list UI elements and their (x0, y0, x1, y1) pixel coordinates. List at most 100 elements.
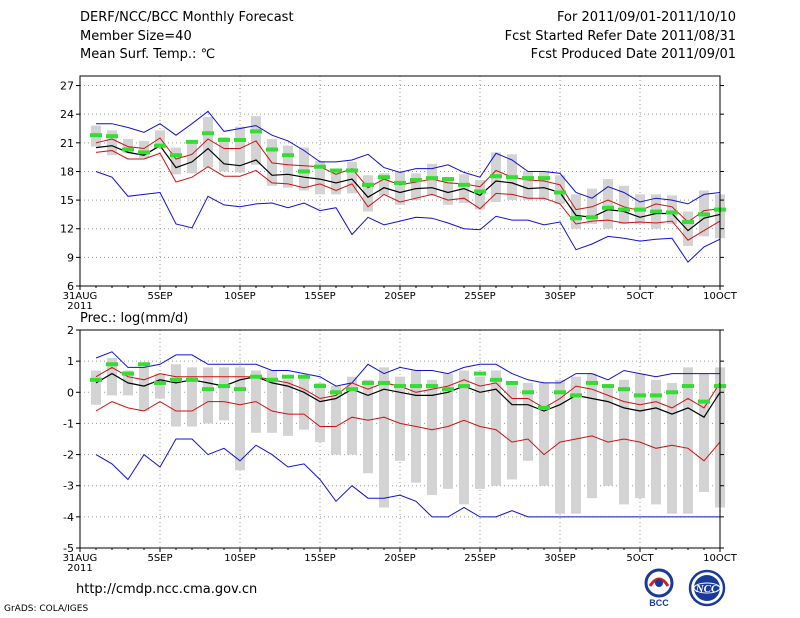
temperature-median-mark (570, 216, 582, 221)
precipitation-ensemble-box (459, 370, 469, 505)
temperature-median-mark (122, 147, 134, 152)
precipitation-ensemble-box (651, 379, 661, 505)
precipitation-ensemble-box (347, 376, 357, 455)
precipitation-ensemble-box (315, 382, 325, 443)
temperature-ensemble-box (203, 117, 213, 168)
temperature-ytick-label: 21 (60, 137, 74, 150)
temperature-ensemble-box (571, 194, 581, 229)
precipitation-xtick-label: 30SEP (544, 553, 575, 564)
temperature-median-mark (170, 153, 182, 158)
temperature-ensemble-box (139, 140, 149, 159)
precipitation-median-mark (90, 377, 102, 382)
forecast-start-label: Fcst Started Refer Date 2011/08/31 (504, 29, 736, 44)
temperature-median-mark (634, 207, 646, 212)
forecast-period-label: For 2011/09/01-2011/10/10 (557, 10, 736, 25)
precipitation-ensemble-box (523, 382, 533, 461)
temperature-median-mark (698, 212, 710, 217)
temperature-median-mark (378, 175, 390, 180)
precipitation-ensemble-box (91, 370, 101, 405)
precipitation-median-mark (474, 371, 486, 376)
precipitation-ensemble-box (379, 367, 389, 508)
precipitation-lower-line (95, 401, 721, 462)
precipitation-median-mark (298, 374, 310, 379)
precipitation-ytick-label: -2 (63, 449, 74, 462)
precipitation-median-mark (410, 384, 422, 389)
temperature-median-mark (266, 147, 278, 152)
precipitation-ytick-label: 1 (67, 355, 74, 368)
temperature-median-mark (362, 182, 374, 187)
temperature-ensemble-box (619, 185, 629, 224)
precipitation-ensemble-box (635, 373, 645, 499)
temperature-ensemble-box (539, 171, 549, 201)
source-url[interactable]: http://cmdp.ncc.cma.gov.cn (76, 582, 258, 597)
precipitation-ensemble-box (155, 373, 165, 399)
temperature-ensemble-box (379, 173, 389, 196)
precipitation-median-mark (378, 380, 390, 385)
temperature-ensemble-box (155, 130, 165, 148)
precipitation-ensemble-box (331, 386, 341, 455)
temperature-xtick-label: 15SEP (304, 291, 335, 302)
precipitation-ensemble-box (699, 373, 709, 492)
precipitation-median-mark (650, 393, 662, 398)
temperature-median-mark (218, 137, 230, 142)
temperature-ensemble-box (667, 195, 677, 224)
temperature-median-mark (442, 177, 454, 182)
precipitation-median-mark (666, 390, 678, 395)
temperature-ensemble-box (107, 130, 117, 156)
temperature-ytick-label: 12 (60, 223, 74, 236)
member-size-label: Member Size=40 (80, 29, 192, 44)
precipitation-ensemble-box (507, 382, 517, 480)
temperature-median-mark (394, 180, 406, 185)
grads-credit: GrADS: COLA/IGES (4, 604, 89, 614)
temperature-median-mark (154, 143, 166, 148)
temperature-median-mark (650, 209, 662, 214)
temperature-min-line (95, 171, 721, 263)
precipitation-median-mark (266, 377, 278, 382)
temperature-ytick-label: 27 (60, 80, 74, 93)
temperature-xtick-label: 10SEP (224, 291, 255, 302)
precipitation-median-mark (170, 377, 182, 382)
precip-axis-title: Prec.: log(mm/d) (80, 311, 188, 326)
precipitation-ensemble-box (107, 358, 117, 396)
precipitation-ytick-label: 0 (67, 386, 74, 399)
precipitation-median-mark (570, 393, 582, 398)
precipitation-ensemble-box (683, 367, 693, 514)
precipitation-ensemble-box (619, 379, 629, 505)
variable-label: Mean Surf. Temp.: ℃ (80, 47, 216, 62)
temperature-median-mark (250, 129, 262, 134)
temperature-lower-line (95, 149, 721, 241)
temperature-median-mark (314, 164, 326, 169)
temperature-median-mark (106, 134, 118, 139)
temperature-median-mark (138, 150, 150, 155)
precipitation-median-mark (314, 384, 326, 389)
temperature-median-mark (346, 168, 358, 173)
temperature-ensemble-box (235, 126, 245, 173)
precipitation-ensemble-box (235, 367, 245, 471)
precipitation-ensemble-box (363, 379, 373, 474)
precipitation-xtick-label: 31AUG (63, 553, 98, 564)
precipitation-xtick-label: 10OCT (703, 553, 738, 564)
temperature-xtick-label: 30SEP (544, 291, 575, 302)
precipitation-median-mark (538, 405, 550, 410)
precipitation-max-line (95, 351, 720, 387)
temperature-ensemble-box (347, 161, 357, 194)
temperature-ytick-label: 9 (67, 251, 74, 264)
temperature-ensemble-box (555, 175, 565, 204)
bcc-logo-text: BCC (649, 598, 669, 608)
temperature-median-mark (522, 176, 534, 181)
temperature-median-mark (410, 178, 422, 183)
temperature-ensemble-box (683, 211, 693, 246)
temperature-xtick-label: 10OCT (703, 291, 738, 302)
temperature-median-mark (506, 175, 518, 180)
temperature-ensemble-box (603, 179, 613, 229)
precipitation-xtick-label: 10SEP (224, 553, 255, 564)
precipitation-median-mark (554, 390, 566, 395)
precipitation-ensemble-box (267, 370, 277, 433)
precipitation-mean-line (95, 372, 721, 419)
temperature-ensemble-box (363, 175, 373, 212)
precipitation-ytick-label: -5 (63, 542, 74, 555)
temperature-mean-line (95, 144, 721, 232)
temperature-median-mark (554, 190, 566, 195)
